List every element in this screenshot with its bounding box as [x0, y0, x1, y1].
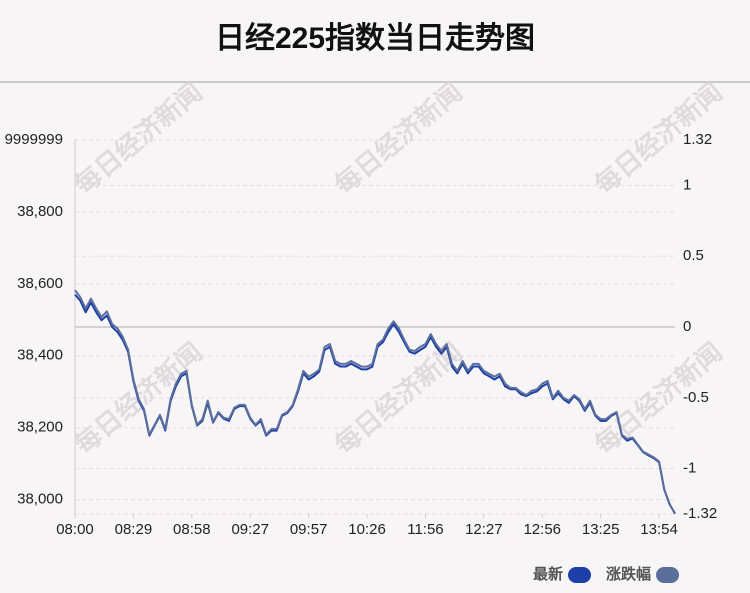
x-tick-label: 12:56 — [523, 521, 561, 538]
x-tick-label: 13:25 — [582, 521, 620, 538]
legend-swatch — [568, 567, 592, 583]
y-tick-label: 38,200 — [17, 419, 63, 436]
y2-tick-label: -1 — [683, 460, 696, 477]
y-tick-label: 38,000 — [17, 491, 63, 508]
x-tick-label: 10:26 — [348, 521, 386, 538]
series-line — [74, 289, 676, 515]
x-tick-label: 08:00 — [56, 521, 94, 538]
y2-tick-label: 1.32 — [683, 131, 712, 148]
y2-tick-label: 0.5 — [683, 247, 704, 264]
chart-title: 日经225指数当日走势图 — [215, 21, 535, 55]
x-tick-label: 13:54 — [640, 521, 678, 538]
x-tick-label: 09:27 — [231, 521, 269, 538]
y-tick-label: 38,800 — [17, 203, 63, 220]
legend-label: 最新 — [533, 565, 563, 583]
y-tick-label: 38,400 — [17, 347, 63, 364]
x-tick-label: 08:29 — [115, 521, 153, 538]
y2-tick-label: 1 — [683, 176, 691, 193]
y2-tick-label: -0.5 — [683, 389, 709, 406]
y2-tick-label: -1.32 — [683, 505, 717, 522]
legend-swatch — [656, 567, 680, 583]
x-tick-label: 09:57 — [290, 521, 328, 538]
y-tick-label: 38,600 — [17, 275, 63, 292]
y2-tick-label: 0 — [683, 318, 691, 335]
x-tick-label: 12:27 — [465, 521, 503, 538]
x-tick-label: 11:56 — [407, 521, 443, 538]
y-tick-label: 9999999 — [5, 131, 63, 148]
legend-label: 涨跌幅 — [606, 565, 651, 583]
x-tick-label: 08:58 — [173, 521, 211, 538]
